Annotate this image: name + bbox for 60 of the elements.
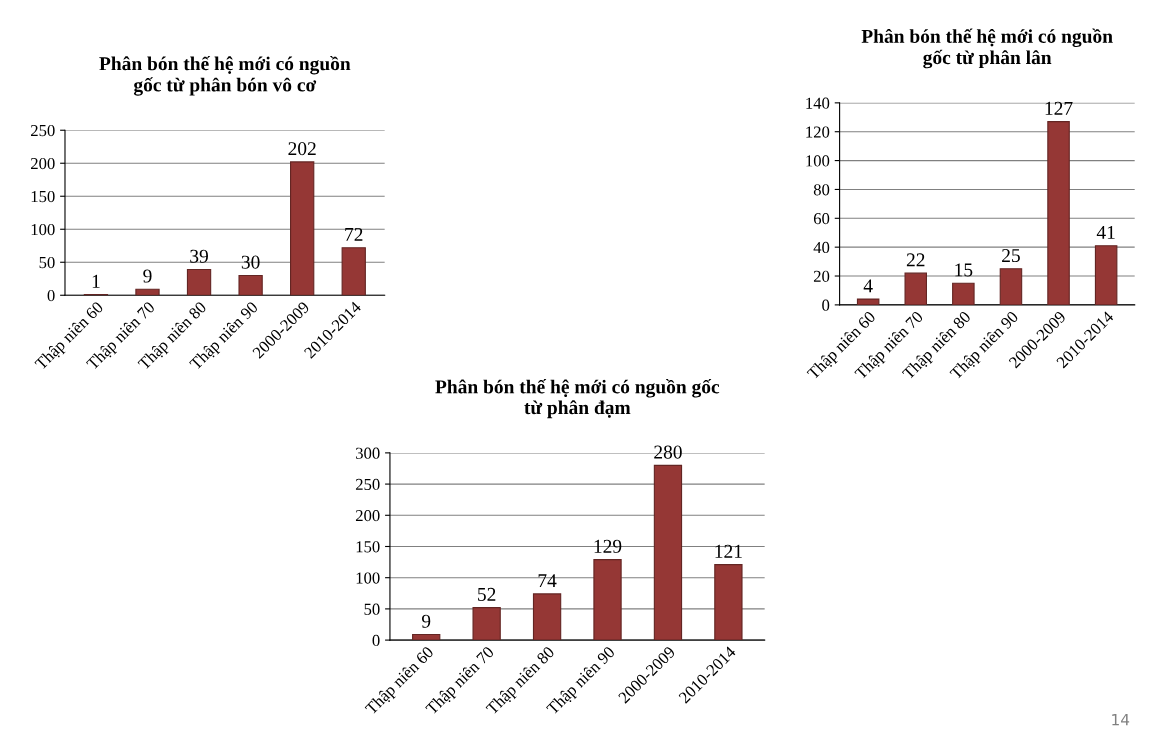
bar bbox=[856, 298, 880, 305]
data-label: 129 bbox=[594, 539, 622, 553]
data-label: 41 bbox=[1096, 225, 1115, 239]
data-label: 202 bbox=[288, 142, 316, 156]
y-tick-label: 100 bbox=[356, 572, 380, 584]
data-label: 72 bbox=[345, 227, 363, 241]
y-tick-label: 150 bbox=[356, 541, 380, 553]
bar bbox=[290, 161, 315, 296]
y-tick-label: 40 bbox=[813, 241, 830, 254]
bar bbox=[238, 274, 263, 296]
chart-title: Phân bón thế hệ mới có nguồn gốc từ phân lân bbox=[861, 28, 1113, 69]
bar bbox=[904, 272, 928, 305]
bar bbox=[532, 593, 562, 641]
text: 14 bbox=[1112, 714, 1130, 726]
data-label: 52 bbox=[478, 587, 496, 601]
bar bbox=[472, 607, 501, 641]
y-tick-label: 50 bbox=[364, 603, 380, 615]
bar bbox=[999, 268, 1023, 305]
data-label: 9 bbox=[143, 269, 152, 283]
y-tick-label: 80 bbox=[813, 184, 830, 196]
data-label: 22 bbox=[906, 253, 925, 267]
y-tick-label: 300 bbox=[356, 447, 380, 459]
data-label: 9 bbox=[421, 614, 431, 628]
data-label: 39 bbox=[190, 249, 208, 263]
bar bbox=[1047, 121, 1070, 305]
data-label: 25 bbox=[1002, 249, 1020, 263]
bar bbox=[341, 247, 366, 296]
y-tick-label: 0 bbox=[822, 299, 830, 311]
y-tick-label: 120 bbox=[806, 126, 830, 138]
y-tick-label: 0 bbox=[372, 634, 380, 647]
data-label: 121 bbox=[715, 544, 742, 558]
bar bbox=[1094, 245, 1118, 305]
y-tick-label: 100 bbox=[31, 223, 55, 236]
y-tick-label: 200 bbox=[31, 157, 55, 170]
bar bbox=[593, 559, 622, 641]
data-label: 15 bbox=[955, 263, 973, 277]
y-tick-label: 140 bbox=[806, 97, 830, 109]
y-tick-label: 100 bbox=[806, 155, 830, 167]
y-tick-label: 50 bbox=[39, 256, 55, 269]
data-label: 1 bbox=[92, 274, 100, 288]
y-tick-label: 250 bbox=[355, 478, 380, 491]
data-label: 74 bbox=[538, 574, 557, 587]
y-tick-label: 0 bbox=[47, 289, 55, 302]
bar bbox=[412, 633, 441, 641]
y-tick-label: 150 bbox=[31, 190, 55, 203]
y-tick-label: 200 bbox=[355, 509, 380, 522]
bar bbox=[952, 282, 975, 305]
data-label: 280 bbox=[654, 445, 682, 459]
bar bbox=[135, 288, 160, 296]
data-label: 4 bbox=[863, 279, 873, 293]
data-label: 30 bbox=[241, 255, 260, 269]
chart-title: Phân bón thế hệ mới có nguồn gốc từ phân đạm bbox=[435, 379, 720, 419]
bar bbox=[653, 464, 683, 641]
y-tick-label: 60 bbox=[813, 213, 830, 225]
bar bbox=[186, 268, 212, 296]
chart-title: Phân bón thế hệ mới có nguồn gốc từ phân bón vô cơ bbox=[99, 55, 351, 96]
data-label: 127 bbox=[1045, 101, 1073, 115]
y-tick-label: 20 bbox=[813, 270, 830, 282]
y-tick-label: 250 bbox=[31, 124, 55, 137]
bar bbox=[714, 564, 743, 641]
